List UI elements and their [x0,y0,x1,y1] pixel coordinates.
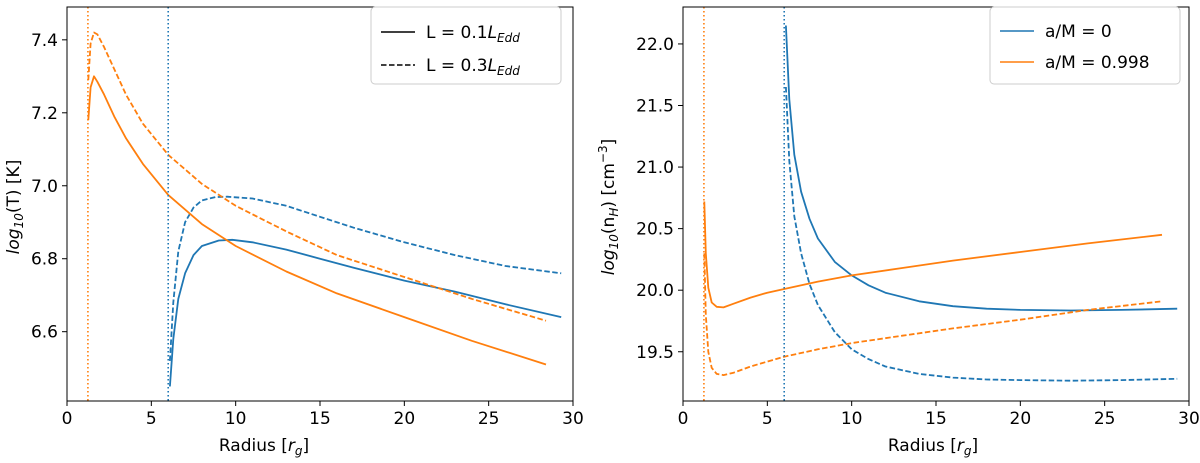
density-series-line-2 [703,201,1163,309]
density-x-tick-label-5: 25 [1094,409,1116,429]
temperature-xticks: 0 5 10 15 20 25 30 [62,401,584,429]
density-x-tick-label-3: 15 [925,409,947,429]
density-x-tick-label-4: 20 [1010,409,1032,429]
temperature-y-axis-label: log10(T) [K] [4,160,26,255]
temperature-x-tick-label-4: 20 [394,409,416,429]
density-y-tick-label-0: 19.5 [636,343,674,363]
density-series-line-0 [785,25,1178,312]
density-x-tick-label-1: 5 [762,409,773,429]
temperature-x-tick-label-1: 5 [146,409,157,429]
density-y-tick-label-2: 20.5 [636,220,674,240]
density-series-layer [703,25,1178,382]
temperature-vline-layer [87,7,169,401]
density-series-line-3 [703,253,1163,376]
temperature-x-tick-label-3: 15 [309,409,331,429]
legend-entry-low-luminosity: L = 0.1LEdd [426,23,520,45]
temperature-y-tick-label-4: 7.4 [31,31,58,51]
density-y-tick-label-1: 20.0 [636,281,674,301]
temperature-yticks: 6.6 6.8 7.0 7.2 7.4 [31,31,67,343]
temperature-x-axis-label: Radius [rg] [219,436,309,458]
temperature-x-tick-label-0: 0 [62,409,73,429]
temperature-y-tick-label-3: 7.2 [31,104,58,124]
density-vline-layer [703,7,786,401]
temperature-x-tick-label-2: 10 [225,409,247,429]
temperature-y-tick-label-1: 6.8 [31,250,58,270]
density-yticks: 19.5 20.0 20.5 21.0 21.5 22.0 [636,35,683,363]
density-legend: a/M = 0 a/M = 0.998 [989,6,1181,85]
density-x-tick-label-0: 0 [678,409,689,429]
temperature-x-tick-label-5: 25 [478,409,500,429]
temperature-series-line-3 [87,31,547,322]
density-chart: 0 5 10 15 20 25 30 19.5 20.0 20.5 21.0 21.5 22.0 Ra… [596,6,1200,458]
density-x-tick-label-6: 30 [1178,409,1200,429]
temperature-chart: 0 5 10 15 20 25 30 6.6 6.8 7.0 7.2 7.4 Radius [rg]… [4,6,584,458]
density-xticks: 0 5 10 15 20 25 30 [678,401,1200,429]
temperature-legend-box [370,6,562,85]
temperature-series-line-0 [169,238,562,387]
temperature-y-tick-label-0: 6.6 [31,323,58,343]
temperature-series-layer [87,31,562,387]
temperature-legend: L = 0.1LEdd L = 0.3LEdd [370,6,562,85]
density-x-tick-label-2: 10 [841,409,863,429]
density-y-tick-label-4: 21.5 [636,97,674,117]
density-x-axis-label: Radius [rg] [888,436,978,458]
temperature-series-line-2 [87,75,547,366]
density-legend-box [989,6,1181,85]
legend-entry-maximal-spin: a/M = 0.998 [1045,53,1150,73]
density-y-tick-label-5: 22.0 [636,35,674,55]
temperature-y-tick-label-2: 7.0 [31,177,58,197]
legend-entry-high-luminosity: L = 0.3LEdd [426,56,520,78]
density-y-axis-label: log10(nH) [cm−3] [596,139,621,276]
legend-entry-nonspinning: a/M = 0 [1045,22,1112,42]
temperature-series-line-1 [169,195,562,361]
temperature-x-tick-label-6: 30 [562,409,584,429]
density-y-tick-label-3: 21.0 [636,158,674,178]
density-series-line-1 [785,86,1178,382]
